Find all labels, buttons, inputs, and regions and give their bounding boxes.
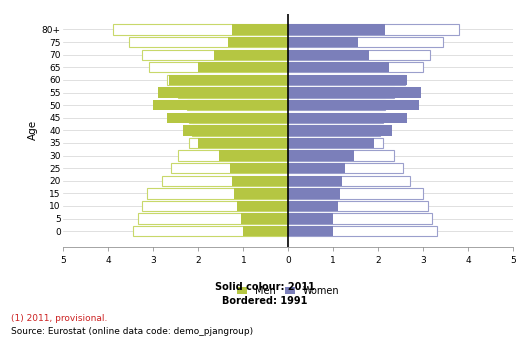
Bar [288, 125, 380, 135]
Bar [230, 163, 288, 173]
Bar [288, 188, 423, 199]
Bar [288, 163, 403, 173]
Bar [288, 87, 421, 98]
Bar [162, 176, 288, 186]
Bar [288, 213, 432, 224]
Bar [288, 100, 385, 110]
Bar [138, 213, 288, 224]
Bar [198, 62, 288, 72]
Bar [288, 201, 427, 211]
Bar [288, 138, 383, 148]
Bar [288, 62, 423, 72]
Bar [288, 24, 385, 35]
Bar [169, 75, 288, 85]
Bar [288, 49, 369, 60]
Bar [288, 138, 374, 148]
Bar [133, 226, 288, 236]
Bar [288, 201, 338, 211]
Bar [288, 150, 394, 161]
Bar [178, 87, 288, 98]
Bar [288, 87, 394, 98]
Bar [178, 150, 288, 161]
Bar [142, 49, 288, 60]
Bar [243, 226, 288, 236]
Bar [153, 100, 288, 110]
Bar [187, 100, 288, 110]
Bar [167, 113, 288, 123]
Bar [158, 87, 288, 98]
Bar [288, 75, 405, 85]
Bar [241, 213, 288, 224]
Bar [288, 150, 353, 161]
Text: Bordered: 1991: Bordered: 1991 [222, 296, 307, 306]
Bar [288, 75, 407, 85]
Bar [288, 37, 358, 47]
Bar [288, 213, 333, 224]
Bar [147, 188, 288, 199]
Text: (1) 2011, provisional.: (1) 2011, provisional. [11, 314, 107, 323]
Bar [288, 100, 419, 110]
Bar [113, 24, 288, 35]
Bar [189, 138, 288, 148]
Bar [288, 24, 459, 35]
Bar [183, 125, 288, 135]
Text: Source: Eurostat (online data code: demo_pjangroup): Source: Eurostat (online data code: demo… [11, 328, 253, 336]
Bar [149, 62, 288, 72]
Bar [288, 125, 391, 135]
Y-axis label: Age: Age [28, 120, 38, 140]
Bar [167, 75, 288, 85]
Bar [218, 150, 288, 161]
Bar [288, 176, 342, 186]
Bar [288, 49, 430, 60]
Bar [234, 188, 288, 199]
Bar [171, 163, 288, 173]
Bar [288, 176, 410, 186]
Bar [142, 201, 288, 211]
Bar [198, 138, 288, 148]
Bar [191, 125, 288, 135]
Bar [288, 62, 389, 72]
Bar [214, 49, 288, 60]
Bar [288, 226, 333, 236]
Bar [288, 188, 340, 199]
Bar [227, 37, 288, 47]
Bar [189, 113, 288, 123]
Legend: Men, Women: Men, Women [233, 282, 343, 300]
Bar [288, 113, 383, 123]
Bar [236, 201, 288, 211]
Bar [288, 113, 407, 123]
Bar [129, 37, 288, 47]
Bar [288, 163, 344, 173]
Bar [232, 24, 288, 35]
Bar [288, 37, 443, 47]
Text: Solid colour: 2011: Solid colour: 2011 [215, 282, 314, 292]
Bar [288, 226, 437, 236]
Bar [232, 176, 288, 186]
